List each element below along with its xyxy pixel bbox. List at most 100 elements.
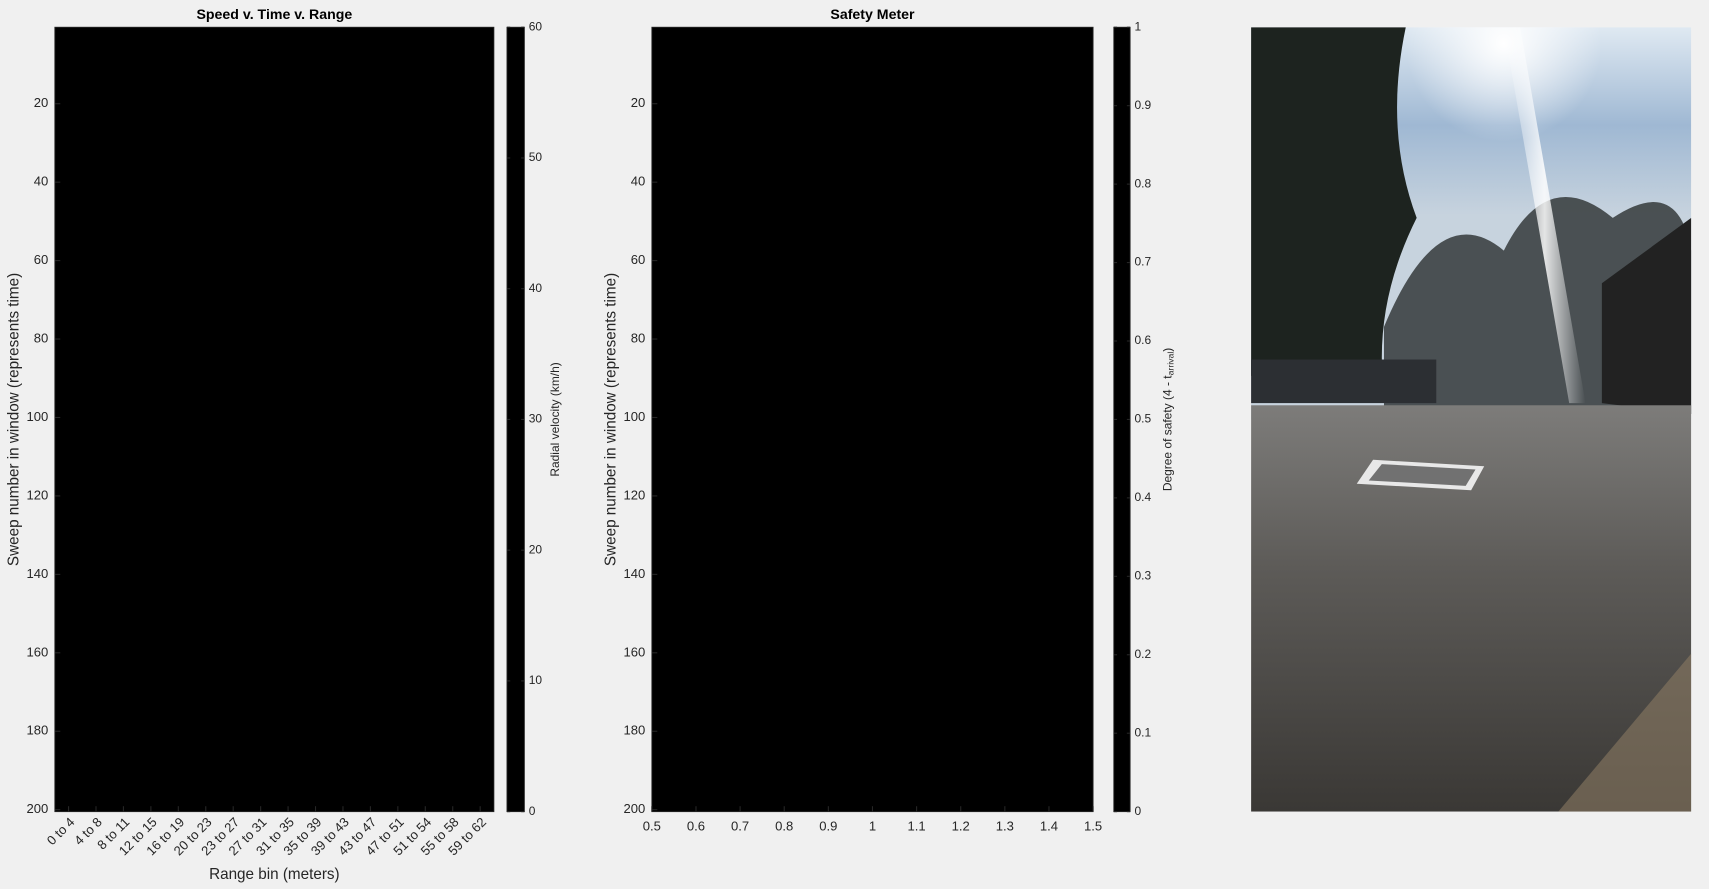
colorbar-tick-label: 50 (529, 150, 543, 164)
x-axis-label: Range bin (meters) (209, 866, 340, 883)
y-tick-label: 100 (624, 409, 646, 424)
heatmap-cell (651, 27, 1094, 812)
colorbar-tick-label: 0.9 (1134, 98, 1151, 112)
y-axis-label: Sweep number in window (represents time) (603, 273, 620, 566)
x-tick-label: 0.9 (819, 818, 837, 833)
colorbar-label-part: arrival (1166, 352, 1176, 376)
heatmap-cell (356, 207, 385, 224)
heatmap-cell (356, 254, 385, 271)
colorbar-tick-label: 60 (529, 19, 543, 33)
y-tick-label: 180 (624, 723, 646, 738)
colorbar-tick-label: 0.8 (1134, 176, 1151, 190)
heatmap-cell (384, 93, 412, 114)
heatmap-cell (329, 352, 357, 373)
y-tick-label: 80 (34, 330, 49, 345)
heatmap-cell (301, 611, 330, 628)
heatmap-cell (384, 113, 412, 134)
x-tick-label: 0.8 (775, 818, 793, 833)
heatmap-cell (301, 564, 330, 569)
x-tick-label: 0.6 (687, 818, 705, 833)
photo (1251, 27, 1692, 812)
heatmap-cell (54, 27, 494, 812)
heatmap-cell (651, 741, 1094, 749)
heatmap-cell (301, 509, 330, 514)
colorbar-tick-label: 30 (529, 412, 543, 426)
colorbar-tick-label: 0 (1134, 804, 1141, 818)
colorbar-tick-label: 0.1 (1134, 725, 1151, 739)
heatmap-cell (329, 439, 357, 459)
heatmap-cell (301, 544, 330, 549)
heatmap-cell (329, 403, 357, 420)
axes-box (651, 26, 1094, 813)
colorbar-tick-label: 1 (1134, 19, 1141, 33)
heatmap-cell (384, 39, 412, 51)
y-tick-label: 40 (34, 174, 49, 189)
y-tick-label: 60 (34, 252, 49, 267)
heatmap-cell (274, 737, 302, 749)
colorbar-label: Radial velocity (km/h) (548, 362, 562, 476)
heatmap-cell (356, 286, 385, 298)
colorbar-tick-label: 0.5 (1134, 412, 1151, 426)
heatmap-cell (301, 584, 330, 589)
y-tick-label: 60 (631, 252, 646, 267)
heatmap-cell (274, 764, 302, 789)
heatmap-cell (301, 592, 330, 608)
y-tick-label: 120 (27, 487, 49, 502)
x-tick-label: 1.3 (996, 818, 1014, 833)
y-tick-label: 40 (631, 174, 646, 189)
x-tick-label: 0 to 4 (44, 814, 78, 848)
y-tick-label: 160 (624, 644, 646, 659)
heatmap-cell (329, 458, 357, 471)
heatmap-cell (274, 788, 302, 804)
colorbar-tick-label: 0.2 (1134, 647, 1151, 661)
y-tick-label: 20 (34, 95, 49, 110)
x-tick-label: 0.7 (731, 818, 749, 833)
colorbar-tick-label: 10 (529, 673, 543, 687)
heatmap-cell (329, 419, 357, 440)
x-tick-label: 0.5 (643, 818, 661, 833)
y-tick-label: 200 (624, 801, 646, 816)
colorbar-tick-label: 0.3 (1134, 568, 1151, 582)
y-tick-label: 20 (631, 95, 646, 110)
x-tick-label: 1.5 (1084, 818, 1102, 833)
x-tick-label: 1.4 (1040, 818, 1058, 833)
chart-title: Safety Meter (830, 7, 915, 23)
heatmap-cell (356, 270, 385, 287)
axes-box (54, 26, 495, 813)
colorbar-label: Degree of safety (4 - tarrival) (1160, 348, 1175, 491)
y-tick-label: 120 (624, 487, 646, 502)
heatmap-cell (384, 133, 412, 149)
heatmap-cell (384, 70, 412, 83)
y-tick-label: 140 (27, 566, 49, 581)
y-tick-label: 180 (27, 723, 49, 738)
y-tick-label: 200 (27, 801, 49, 816)
colorbar-tick-label: 0.4 (1134, 490, 1151, 504)
colorbar-label-part: Degree of safety (4 - t (1160, 375, 1174, 491)
heatmap-cell (301, 627, 330, 640)
heatmap-cell (301, 556, 330, 561)
heatmap-cell (274, 748, 302, 765)
colorbar-tick-label: 40 (529, 281, 543, 295)
x-tick-label: 1.1 (908, 818, 926, 833)
heatmap-cell (329, 388, 357, 404)
colorbar-label-part: ) (1160, 348, 1174, 352)
heatmap-cell (384, 50, 412, 71)
x-tick-label: 1 (869, 818, 876, 833)
y-tick-label: 160 (27, 644, 49, 659)
heatmap-cell (356, 239, 385, 255)
colorbar-tick-label: 0.7 (1134, 255, 1151, 269)
y-axis-label: Sweep number in window (represents time) (6, 273, 23, 566)
x-tick-label: 1.2 (952, 818, 970, 833)
y-tick-label: 140 (624, 566, 646, 581)
heatmap-cell (329, 372, 357, 389)
colorbar-tick-label: 0.6 (1134, 333, 1151, 347)
chart-title: Speed v. Time v. Range (196, 7, 352, 23)
heatmap-cell (384, 82, 412, 90)
colorbar-tick-label: 0 (529, 804, 536, 818)
heatmap-cell (274, 721, 302, 738)
y-tick-label: 80 (631, 330, 646, 345)
colorbar-tick-label: 20 (529, 542, 543, 556)
heatmap-cell (356, 223, 385, 240)
